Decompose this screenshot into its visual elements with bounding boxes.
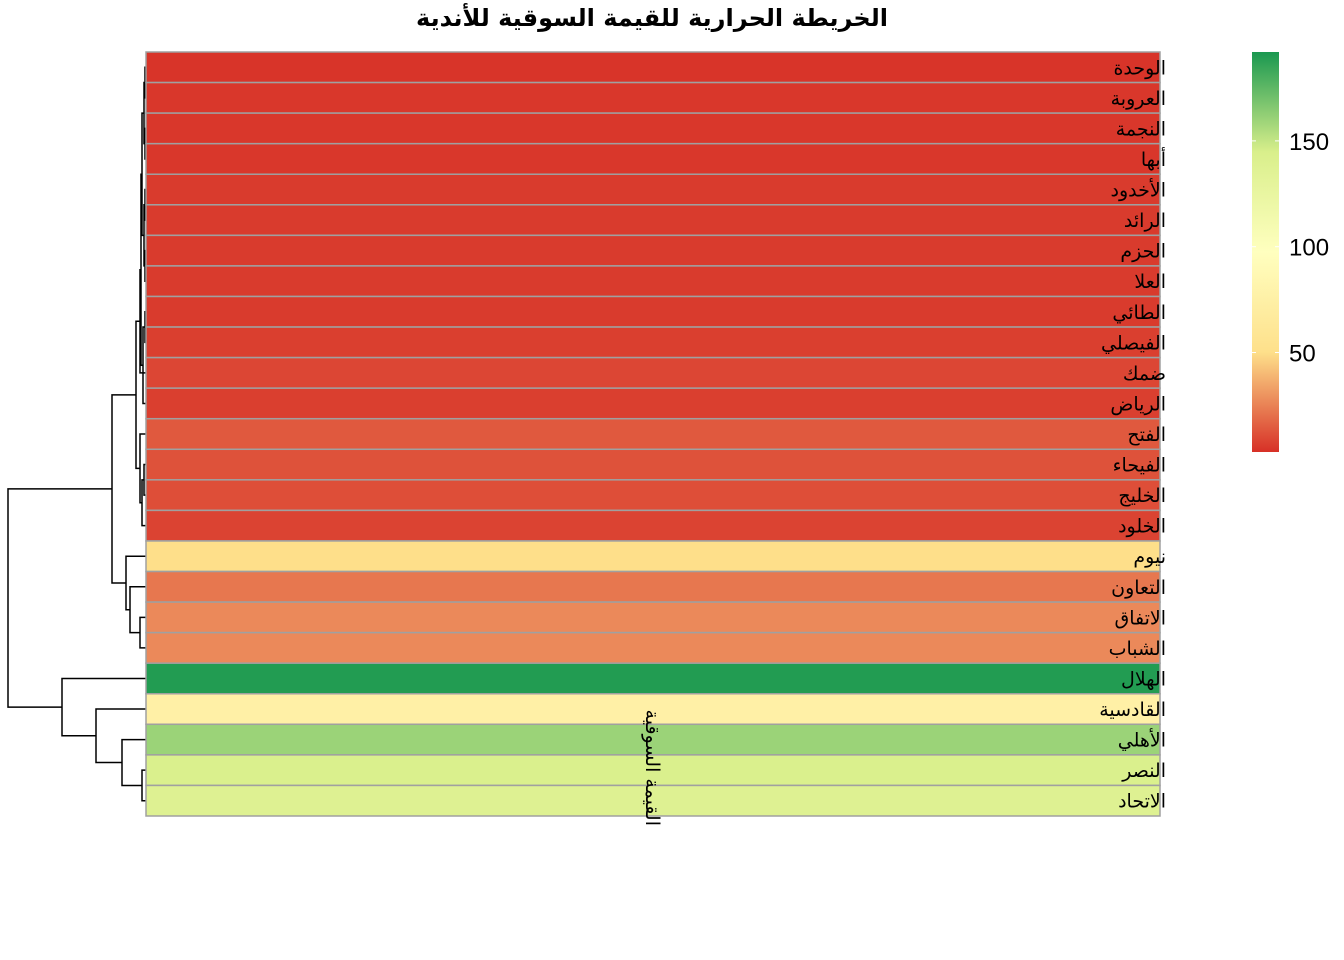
row-label: الفتح xyxy=(1127,424,1166,446)
row-label: الطائي xyxy=(1112,302,1166,324)
color-bar-tick-label: 150 xyxy=(1289,129,1329,156)
row-label: الأخدود xyxy=(1111,179,1166,202)
heatmap-cell xyxy=(145,356,1161,389)
row-label: النجمة xyxy=(1116,118,1166,140)
row-label: التعاون xyxy=(1111,577,1166,599)
dendrogram-link xyxy=(139,616,146,649)
dendrogram-link xyxy=(95,708,146,764)
row-label: الهلال xyxy=(1121,668,1166,690)
dendrogram-link xyxy=(7,488,112,708)
heatmap-cell xyxy=(145,387,1161,420)
heatmap-cell xyxy=(145,81,1161,114)
heatmap-cell xyxy=(145,326,1161,359)
heatmap-cell xyxy=(145,509,1161,542)
dendrogram-link xyxy=(129,586,146,634)
row-label: النصر xyxy=(1121,760,1166,782)
column-label: القيمة السوقية xyxy=(641,710,663,826)
heatmap-cell xyxy=(145,51,1161,84)
row-label: الخليج xyxy=(1118,485,1166,507)
row-label: العروبة xyxy=(1111,88,1166,110)
dendrogram-link xyxy=(61,677,146,737)
heatmap-cell xyxy=(145,570,1161,603)
row-label: الشباب xyxy=(1109,638,1166,660)
row-label: أبها xyxy=(1141,147,1166,171)
heatmap-cell xyxy=(145,142,1161,175)
dendrogram-link xyxy=(111,394,136,584)
row-labels: الوحدة العروبة النجمة أبها الأخدود الرائد الحز… xyxy=(1099,57,1166,812)
row-label: ضمك xyxy=(1123,363,1166,385)
row-label: الحزم xyxy=(1120,241,1166,263)
heatmap-cell xyxy=(145,784,1161,817)
column-labels: القيمة السوقية xyxy=(641,710,663,826)
heatmap-cell xyxy=(145,265,1161,298)
row-label: العلا xyxy=(1134,271,1166,293)
row-label: الرياض xyxy=(1110,393,1166,415)
dendrogram-link xyxy=(139,433,146,504)
heatmap-cell xyxy=(145,112,1161,145)
heatmap-cell xyxy=(145,173,1161,206)
row-label: الاتفاق xyxy=(1114,607,1166,629)
heatmap-cell xyxy=(145,234,1161,267)
row-label: الفيصلي xyxy=(1101,332,1166,354)
color-bar-tick-label: 100 xyxy=(1289,235,1329,262)
heatmap-cells xyxy=(145,51,1161,817)
heatmap-cell xyxy=(145,631,1161,664)
heatmap-cell xyxy=(145,295,1161,328)
color-legend: 50 100 150 xyxy=(1252,52,1329,452)
dendrogram-link xyxy=(125,555,146,611)
chart-title: الخريطة الحرارية للقيمة السوقية للأندية xyxy=(416,3,888,32)
row-label: الوحدة xyxy=(1113,57,1166,79)
heatmap-cell xyxy=(145,448,1161,481)
heatmap-cell xyxy=(145,417,1161,451)
row-label: الرائد xyxy=(1124,210,1166,232)
color-bar xyxy=(1252,52,1279,452)
row-label: الفيحاء xyxy=(1113,455,1166,477)
heatmap-cell xyxy=(145,540,1161,573)
row-label: القادسية xyxy=(1099,699,1166,721)
row-label: الأهلي xyxy=(1118,729,1166,752)
heatmap-cell xyxy=(145,601,1161,634)
heatmap-cell xyxy=(145,204,1161,237)
row-label: الخلود xyxy=(1118,516,1166,538)
heatmap-cell xyxy=(145,662,1161,695)
color-bar-tick-label: 50 xyxy=(1289,341,1316,368)
heatmap-cell xyxy=(145,479,1161,512)
row-dendrogram xyxy=(7,66,146,802)
row-label: الاتحاد xyxy=(1118,791,1166,813)
row-label: نيوم xyxy=(1133,546,1166,568)
